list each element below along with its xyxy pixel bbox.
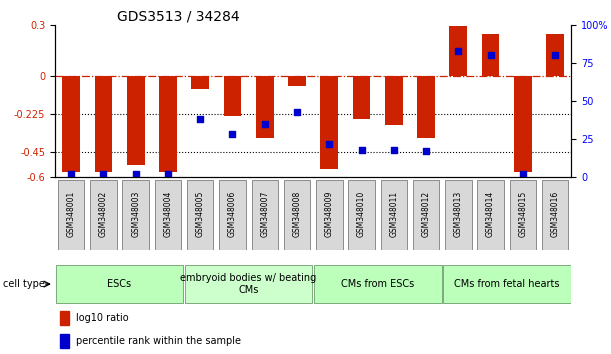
FancyBboxPatch shape	[187, 180, 213, 250]
Point	[131, 171, 141, 177]
Bar	[546, 34, 564, 75]
Text: GSM348009: GSM348009	[325, 191, 334, 238]
Bar	[95, 75, 112, 172]
Bar	[159, 75, 177, 172]
FancyBboxPatch shape	[445, 180, 472, 250]
Text: GSM348011: GSM348011	[389, 191, 398, 237]
Bar	[481, 34, 499, 75]
Text: GSM348004: GSM348004	[163, 191, 172, 238]
Point	[324, 141, 334, 146]
Bar	[191, 75, 209, 89]
Bar	[256, 75, 274, 138]
Text: GSM348016: GSM348016	[551, 191, 560, 237]
Text: percentile rank within the sample: percentile rank within the sample	[76, 336, 241, 346]
Bar	[450, 25, 467, 75]
Text: log10 ratio: log10 ratio	[76, 313, 128, 323]
Point	[357, 147, 367, 153]
FancyBboxPatch shape	[155, 180, 181, 250]
FancyBboxPatch shape	[477, 180, 504, 250]
Point	[421, 148, 431, 154]
Text: GSM348010: GSM348010	[357, 191, 366, 237]
Text: GSM348013: GSM348013	[454, 191, 463, 237]
Bar	[288, 75, 306, 86]
Point	[551, 52, 560, 58]
FancyBboxPatch shape	[90, 180, 117, 250]
Bar	[127, 75, 145, 165]
Bar	[385, 75, 403, 125]
FancyBboxPatch shape	[316, 180, 343, 250]
Bar	[320, 75, 338, 169]
Point	[389, 147, 399, 153]
FancyBboxPatch shape	[381, 180, 407, 250]
FancyBboxPatch shape	[348, 180, 375, 250]
Bar	[60, 334, 70, 348]
FancyBboxPatch shape	[56, 265, 183, 303]
Text: ESCs: ESCs	[108, 279, 131, 289]
Point	[453, 48, 463, 53]
Text: GSM348002: GSM348002	[99, 191, 108, 237]
Text: GSM348005: GSM348005	[196, 191, 205, 238]
Text: GSM348007: GSM348007	[260, 191, 269, 238]
FancyBboxPatch shape	[58, 180, 84, 250]
Point	[486, 52, 496, 58]
Point	[163, 171, 173, 177]
Bar	[417, 75, 435, 138]
Text: CMs from ESCs: CMs from ESCs	[341, 279, 414, 289]
Text: GSM348001: GSM348001	[67, 191, 76, 237]
FancyBboxPatch shape	[413, 180, 439, 250]
Text: GSM348012: GSM348012	[422, 191, 431, 237]
FancyBboxPatch shape	[314, 265, 442, 303]
Point	[66, 171, 76, 177]
Text: GDS3513 / 34284: GDS3513 / 34284	[117, 10, 240, 24]
Text: GSM348008: GSM348008	[293, 191, 301, 237]
Text: cell type: cell type	[2, 279, 45, 289]
Bar	[224, 75, 241, 116]
Text: embryoid bodies w/ beating
CMs: embryoid bodies w/ beating CMs	[180, 273, 316, 295]
Text: CMs from fetal hearts: CMs from fetal hearts	[454, 279, 560, 289]
Text: GSM348014: GSM348014	[486, 191, 495, 237]
Text: GSM348006: GSM348006	[228, 191, 237, 238]
Text: GSM348015: GSM348015	[518, 191, 527, 237]
Point	[196, 116, 205, 122]
FancyBboxPatch shape	[284, 180, 310, 250]
Point	[260, 121, 269, 127]
FancyBboxPatch shape	[252, 180, 278, 250]
FancyBboxPatch shape	[185, 265, 312, 303]
FancyBboxPatch shape	[510, 180, 536, 250]
FancyBboxPatch shape	[443, 265, 571, 303]
Point	[227, 132, 237, 137]
FancyBboxPatch shape	[122, 180, 149, 250]
Point	[98, 171, 108, 177]
Bar	[62, 75, 80, 172]
Bar	[60, 312, 70, 325]
Point	[292, 109, 302, 114]
Text: GSM348003: GSM348003	[131, 191, 140, 238]
FancyBboxPatch shape	[542, 180, 568, 250]
Bar	[514, 75, 532, 172]
Point	[518, 171, 528, 177]
Bar	[353, 75, 370, 120]
FancyBboxPatch shape	[219, 180, 246, 250]
